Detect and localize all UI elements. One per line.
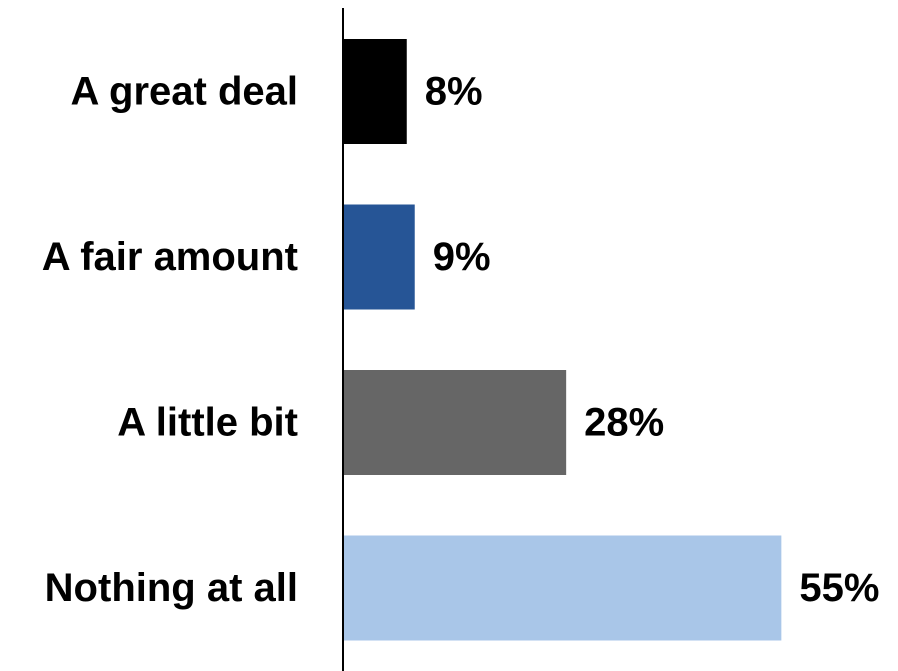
data-label-a-great-deal: 8%	[425, 70, 483, 114]
bar-a-little-bit	[343, 370, 567, 475]
category-label-a-little-bit: A little bit	[117, 401, 298, 445]
labels-layer: A great deal 8% A fair amount 9% A little bi…	[42, 70, 880, 611]
bar-nothing-at-all	[343, 535, 782, 641]
data-label-a-little-bit: 28%	[584, 401, 664, 445]
category-label-a-great-deal: A great deal	[71, 70, 298, 114]
category-label-nothing-at-all: Nothing at all	[45, 566, 298, 610]
bar-a-great-deal	[343, 39, 407, 144]
bars-layer	[343, 39, 782, 641]
data-label-a-fair-amount: 9%	[433, 235, 491, 279]
category-label-a-fair-amount: A fair amount	[42, 235, 298, 279]
data-label-nothing-at-all: 55%	[799, 566, 879, 610]
bar-a-fair-amount	[343, 204, 415, 310]
